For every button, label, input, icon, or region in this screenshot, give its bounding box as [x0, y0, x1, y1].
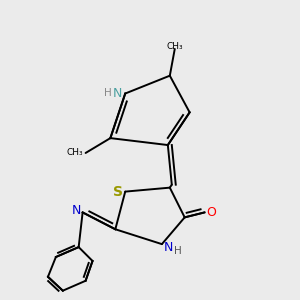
Text: N: N [71, 204, 81, 217]
Text: N: N [113, 87, 122, 100]
Text: CH₃: CH₃ [67, 148, 84, 158]
Text: CH₃: CH₃ [167, 42, 183, 51]
Text: S: S [113, 184, 123, 199]
Text: H: H [103, 88, 111, 98]
Text: H: H [174, 246, 182, 256]
Text: O: O [206, 206, 216, 219]
Text: N: N [164, 241, 173, 254]
